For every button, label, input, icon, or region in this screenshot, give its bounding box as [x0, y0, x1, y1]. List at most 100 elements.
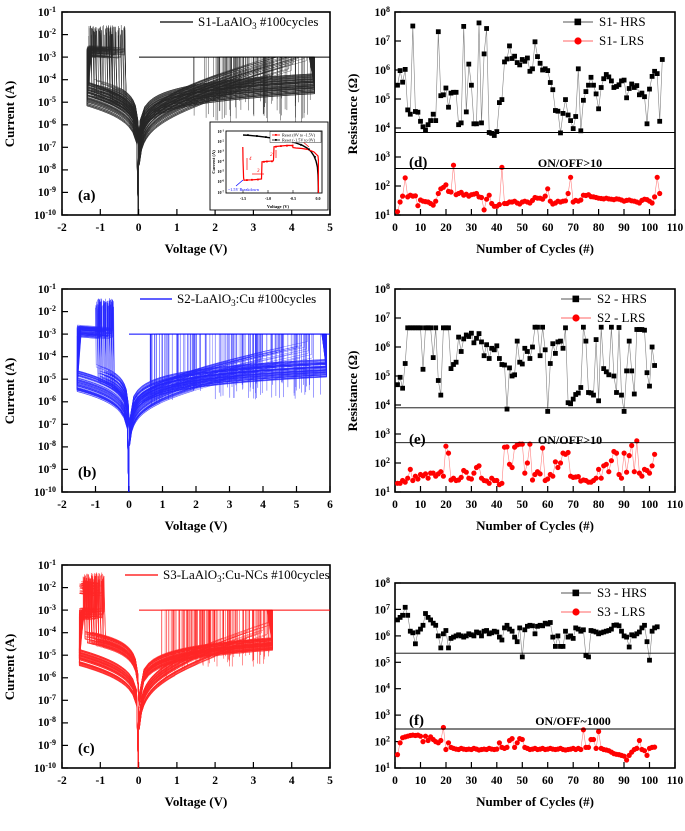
panel-e-ylabel: Resistance (Ω)	[345, 351, 360, 432]
data-point	[637, 327, 642, 332]
svg-text:3: 3	[251, 222, 257, 234]
data-point	[494, 629, 500, 635]
svg-text:2: 2	[212, 222, 218, 234]
svg-text:2: 2	[193, 499, 199, 511]
iv-reset-plateau	[83, 580, 101, 584]
data-point	[609, 626, 614, 632]
data-point	[517, 625, 523, 631]
panel-f-onoff-annotation: ON/OFF~1000	[535, 714, 611, 728]
data-point	[581, 324, 586, 330]
data-point	[527, 356, 533, 361]
data-point	[494, 746, 500, 752]
svg-text:102: 102	[375, 179, 391, 193]
panel-d-xtick-marks	[394, 209, 676, 215]
data-point	[644, 370, 650, 376]
data-point	[430, 111, 436, 117]
panel-e: Resistance (Ω) 108 107 106 105 104 103 1…	[345, 277, 685, 555]
data-point	[547, 80, 553, 85]
data-point	[535, 324, 540, 330]
svg-text:60: 60	[542, 222, 554, 234]
data-point	[395, 82, 400, 88]
data-point	[486, 192, 492, 198]
data-point	[578, 197, 584, 203]
data-point	[507, 43, 512, 49]
panel-c: Current (A) 10-1 10-2 10-3 10-4 10-5 10-…	[0, 553, 345, 831]
panel-d-ytick-marks	[395, 11, 401, 216]
svg-text:10-7: 10-7	[218, 190, 225, 196]
data-point	[585, 744, 592, 750]
iv-reset-plateau	[82, 582, 91, 586]
data-point	[616, 623, 622, 629]
panel-a-label: (a)	[78, 188, 96, 204]
svg-text:10-1: 10-1	[38, 282, 56, 296]
panel-b-legend-label: S2-LaAlO3:Cu #100cycles	[177, 291, 316, 308]
data-point	[519, 736, 525, 743]
iv-reset-plateau	[80, 593, 99, 596]
data-point	[568, 633, 573, 639]
data-point	[649, 200, 655, 206]
panel-d-ylabel: Resistance (Ω)	[345, 74, 360, 155]
data-point	[578, 746, 584, 753]
inset-curve-black	[242, 134, 320, 193]
iv-reset-plateau	[79, 591, 99, 595]
iv-reset-plateau	[84, 585, 99, 589]
data-point	[415, 629, 421, 635]
data-point	[514, 60, 520, 65]
panel-b-legend: S2-LaAlO3:Cu #100cycles	[140, 291, 316, 308]
svg-text:-2: -2	[57, 499, 67, 511]
data-point	[410, 23, 416, 29]
panel-c-svg: Current (A) 10-1 10-2 10-3 10-4 10-5 10-…	[2, 558, 333, 809]
data-point	[586, 82, 591, 88]
data-point	[619, 392, 624, 398]
data-point	[601, 76, 607, 82]
data-point	[402, 479, 408, 485]
data-point	[471, 121, 477, 127]
data-point	[619, 628, 624, 634]
data-point	[469, 330, 474, 336]
svg-text:10-3: 10-3	[38, 50, 56, 64]
svg-text:108: 108	[375, 5, 391, 19]
data-point	[562, 198, 569, 204]
data-point	[418, 325, 423, 331]
panel-c-xtick-marks	[61, 762, 331, 768]
data-point	[405, 612, 411, 618]
inset-xticks: -1.5 -1.0 -0.5 0.0	[240, 196, 321, 201]
data-point	[446, 645, 451, 651]
inset-frame	[225, 130, 323, 194]
data-point	[435, 633, 441, 639]
panel-e-frame	[394, 288, 676, 493]
svg-text:0: 0	[126, 499, 132, 511]
data-point	[631, 391, 637, 397]
svg-text:10-3: 10-3	[218, 149, 225, 155]
data-point	[443, 628, 449, 633]
panel-e-yticks: 108 107 106 105 104 103 102 101	[375, 282, 391, 499]
data-point	[519, 654, 525, 660]
panel-e-xticks: 0 10 20 30 40 50 60 70 80 90 100 110	[392, 499, 683, 511]
data-point	[626, 86, 632, 91]
data-point	[509, 56, 515, 61]
data-point	[433, 198, 439, 204]
panel-a: Current (A) 10-1 10-2 10-3 10-4 10-5 10-…	[0, 0, 345, 278]
panel-d-label: (d)	[409, 155, 427, 171]
data-point	[512, 53, 517, 59]
data-point	[491, 133, 497, 138]
data-point	[512, 372, 517, 378]
data-point	[458, 349, 464, 354]
data-point	[420, 366, 426, 372]
data-point	[652, 744, 658, 750]
data-point	[642, 622, 647, 628]
panel-b: Current (A) 10-1 10-2 10-3 10-4 10-5 10-…	[0, 277, 345, 555]
panel-c-xticks: -2 -1 0 1 2 3 4 5	[57, 775, 333, 787]
data-point	[440, 473, 446, 479]
data-point	[611, 373, 617, 379]
panel-a-xlabel: Voltage (V)	[165, 241, 228, 256]
svg-text:20: 20	[440, 222, 452, 234]
panel-f-legend-marker-lrs	[572, 608, 580, 616]
data-point	[443, 443, 449, 449]
data-point	[535, 623, 540, 629]
data-point	[614, 622, 619, 628]
data-point	[629, 632, 635, 638]
data-point	[629, 81, 635, 87]
svg-text:3: 3	[227, 499, 233, 511]
data-point	[479, 339, 484, 345]
